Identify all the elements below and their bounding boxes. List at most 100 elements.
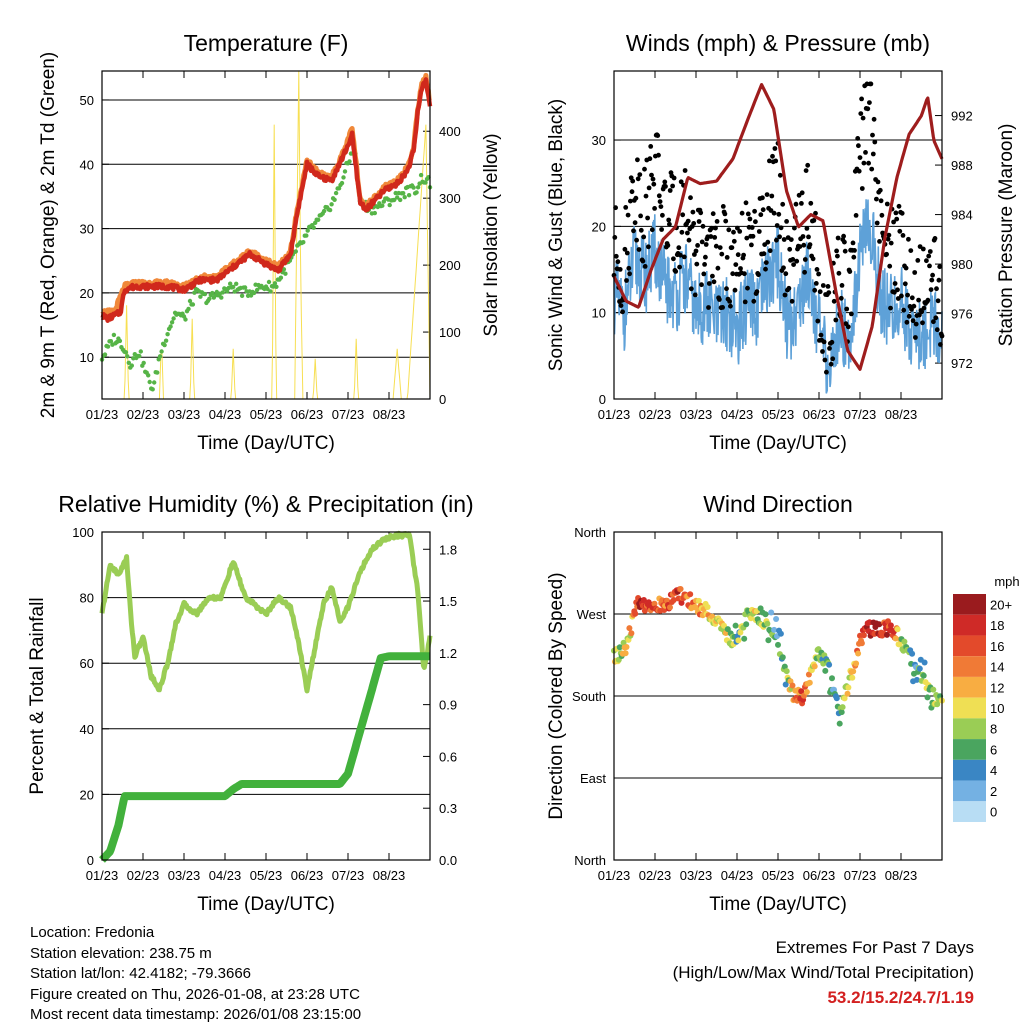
gust-point bbox=[774, 223, 780, 228]
dewpoint-point bbox=[242, 285, 248, 290]
direction-point bbox=[845, 684, 852, 691]
gust-point bbox=[706, 305, 711, 310]
y-axis-label: Percent & Total Rainfall bbox=[27, 597, 48, 794]
gust-point bbox=[737, 229, 743, 234]
gust-point bbox=[851, 254, 857, 260]
station-info: Location: Fredonia Station elevation: 23… bbox=[30, 923, 361, 1026]
x-tick-label: 02/23 bbox=[639, 868, 672, 883]
dewpoint-point bbox=[157, 354, 163, 359]
x-tick-label: 06/23 bbox=[803, 407, 836, 422]
gust-point bbox=[924, 258, 929, 264]
gust-point bbox=[870, 132, 875, 138]
dewpoint-point bbox=[332, 197, 337, 202]
direction-point bbox=[773, 616, 780, 622]
dewpoint-point bbox=[162, 342, 167, 348]
y-tick-label: 60 bbox=[80, 656, 94, 671]
y2-tick-label: 200 bbox=[439, 258, 461, 273]
gust-point bbox=[908, 248, 914, 254]
gust-point bbox=[870, 151, 876, 157]
gust-point bbox=[720, 305, 725, 310]
gust-point bbox=[773, 158, 779, 164]
dewpoint-point bbox=[333, 190, 339, 196]
gust-point bbox=[827, 346, 832, 351]
y-tick-label: 80 bbox=[80, 591, 94, 606]
gust-point bbox=[871, 116, 877, 122]
gust-point bbox=[726, 227, 732, 233]
gust-point bbox=[811, 218, 817, 223]
gust-point bbox=[906, 236, 911, 242]
gust-point bbox=[747, 216, 753, 222]
gust-point bbox=[753, 219, 758, 225]
dewpoint-point bbox=[342, 169, 348, 174]
gust-point bbox=[888, 240, 894, 246]
gust-point bbox=[670, 183, 675, 189]
y-tick-label: 50 bbox=[80, 93, 94, 108]
gust-point bbox=[694, 261, 700, 267]
gust-point bbox=[701, 271, 707, 277]
gust-point bbox=[899, 293, 904, 299]
y2-tick-label: 972 bbox=[951, 356, 973, 371]
dewpoint-point bbox=[108, 339, 114, 344]
gust-point bbox=[782, 292, 788, 298]
gust-point bbox=[836, 270, 842, 276]
gust-point bbox=[911, 303, 917, 309]
dewpoint-point bbox=[281, 267, 287, 272]
panel-title: Temperature (F) bbox=[184, 30, 349, 56]
direction-point bbox=[838, 709, 845, 716]
gust-point bbox=[844, 306, 850, 312]
direction-point bbox=[894, 626, 901, 633]
colorbar-label: 4 bbox=[990, 763, 997, 778]
x-tick-label: 01/23 bbox=[598, 407, 631, 422]
gust-point bbox=[912, 270, 918, 275]
gust-point bbox=[645, 215, 650, 221]
y-tick-label: South bbox=[572, 689, 606, 704]
colorbar-swatch bbox=[953, 697, 986, 719]
location-text: Location: Fredonia bbox=[30, 924, 155, 941]
gust-point bbox=[863, 150, 868, 155]
gust-point bbox=[885, 236, 891, 242]
gust-point bbox=[845, 324, 851, 330]
gust-point bbox=[658, 204, 664, 210]
gust-point bbox=[902, 281, 908, 287]
gust-point bbox=[763, 266, 768, 272]
extremes-values: 53.2/15.2/24.7/1.19 bbox=[827, 988, 974, 1007]
gust-point bbox=[804, 226, 810, 231]
gust-point bbox=[723, 218, 729, 224]
colorbar-swatch bbox=[953, 676, 986, 698]
gust-point bbox=[745, 285, 750, 291]
dewpoint-point bbox=[321, 208, 327, 214]
colorbar-swatch bbox=[953, 656, 986, 677]
gust-point bbox=[934, 286, 939, 292]
colorbar-swatch bbox=[953, 614, 986, 636]
dewpoint-point bbox=[415, 185, 421, 190]
gust-point bbox=[719, 251, 725, 257]
y-axis-label: 2m & 9m T (Red, Orange) & 2m Td (Green) bbox=[38, 52, 59, 418]
gust-point bbox=[888, 305, 893, 311]
dewpoint-point bbox=[265, 286, 270, 292]
x-tick-label: 05/23 bbox=[250, 868, 283, 883]
gust-point bbox=[850, 240, 856, 246]
direction-point bbox=[930, 686, 937, 693]
gust-point bbox=[761, 251, 767, 257]
gust-point bbox=[647, 156, 653, 162]
direction-point bbox=[884, 631, 890, 638]
x-axis-label: Time (Day/UTC) bbox=[709, 433, 847, 454]
gust-point bbox=[874, 220, 880, 226]
direction-point bbox=[909, 650, 916, 657]
gust-point bbox=[615, 259, 621, 265]
direction-point bbox=[678, 599, 685, 606]
gust-point bbox=[817, 289, 823, 295]
gust-point bbox=[900, 233, 906, 238]
gust-point bbox=[822, 357, 828, 363]
direction-point bbox=[768, 609, 775, 616]
gust-point bbox=[812, 287, 818, 293]
direction-point bbox=[764, 620, 771, 627]
gust-point bbox=[695, 243, 700, 248]
gust-point bbox=[696, 219, 702, 224]
y-tick-label: 20 bbox=[592, 219, 606, 234]
dewpoint-point bbox=[150, 387, 155, 392]
gust-point bbox=[679, 229, 685, 235]
y-tick-label: 20 bbox=[80, 286, 94, 301]
gust-point bbox=[895, 287, 900, 293]
gust-point bbox=[828, 361, 834, 367]
